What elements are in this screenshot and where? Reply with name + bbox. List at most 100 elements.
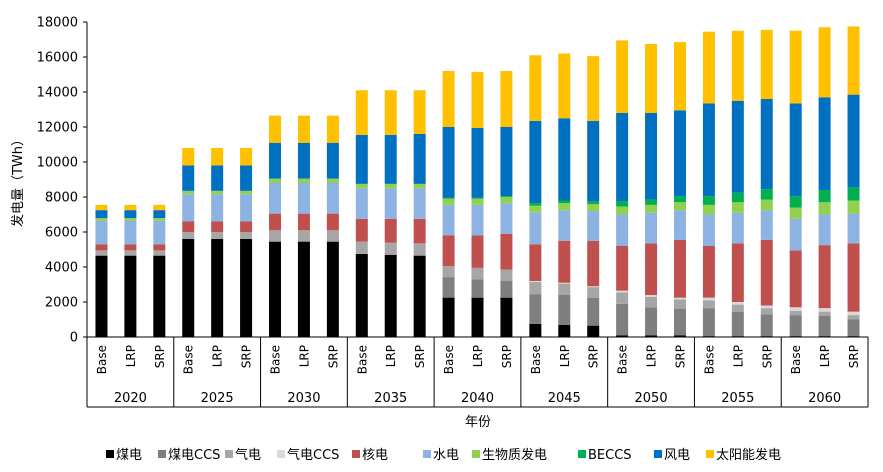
bar-segment (818, 308, 831, 312)
bar-segment (297, 241, 310, 338)
bar-segment (702, 214, 715, 246)
legend-label: 气电 (235, 447, 261, 463)
legend-label: 水电 (433, 448, 459, 463)
bar-segment (558, 283, 571, 296)
x-scenario-label: LRP (384, 345, 398, 367)
bar-segment (673, 309, 686, 336)
bar-segment (471, 71, 484, 128)
bar-segment (384, 254, 397, 337)
x-scenario-label: Base (355, 345, 369, 374)
bar-segment (326, 241, 339, 338)
bar-segment (818, 311, 831, 317)
bar-segment (211, 148, 224, 166)
bar-segment (240, 232, 253, 239)
bar-segment (818, 202, 831, 215)
bar-segment (818, 316, 831, 337)
bar-segment (442, 198, 455, 205)
bar-segment (529, 281, 542, 282)
legend-swatch (423, 450, 431, 458)
bar-segment (471, 127, 484, 198)
bar-segment (153, 220, 166, 245)
y-tick-label: 18000 (37, 16, 78, 31)
x-scenario-label: Base (95, 345, 109, 374)
bar-segment (529, 203, 542, 206)
y-tick-label: 8000 (45, 191, 78, 206)
x-scenario-label: Base (182, 345, 196, 374)
bar-segment (124, 250, 137, 256)
bar-segment (182, 232, 195, 239)
bar-segment (789, 196, 802, 208)
legend-swatch (352, 450, 360, 458)
bar-segment (124, 204, 137, 211)
bar-segment (500, 233, 513, 270)
bar-segment (153, 244, 166, 251)
legend-swatch (225, 450, 233, 458)
x-scenario-label: SRP (413, 345, 427, 368)
x-scenario-label: Base (269, 345, 283, 374)
bar-segment (124, 218, 137, 221)
bar-segment (182, 194, 195, 222)
bar-segment (471, 279, 484, 298)
x-scenario-label: SRP (760, 345, 774, 368)
bar-segment (587, 297, 600, 326)
bar-segment (529, 281, 542, 295)
bar-segment (731, 243, 744, 303)
bar-segment (673, 299, 686, 310)
bar-segment (297, 213, 310, 231)
bar-segment (731, 30, 744, 101)
bar-segment (558, 53, 571, 119)
bar-segment (326, 230, 339, 242)
bar-segment (211, 232, 224, 239)
bar-segment (760, 305, 773, 309)
bar-segment (240, 239, 253, 337)
bar-segment (616, 335, 629, 337)
bar-segment (442, 127, 455, 198)
bar-segment (269, 213, 282, 231)
y-tick-label: 2000 (45, 296, 78, 311)
bar-segment (355, 90, 368, 135)
bar-segment (558, 324, 571, 337)
bar-segment (384, 218, 397, 243)
bar-segment (211, 194, 224, 222)
bar-segment (269, 142, 282, 179)
bar-segment (645, 204, 658, 213)
bar-segment (95, 204, 108, 211)
x-year-label: 2060 (808, 391, 841, 406)
bar-segment (269, 230, 282, 242)
bar-segment (587, 120, 600, 202)
bar-segment (500, 197, 513, 204)
bar-segment (616, 290, 629, 293)
bar-segment (731, 302, 744, 305)
bar-segment (153, 250, 166, 256)
bar-segment (645, 212, 658, 244)
bar-segment (760, 189, 773, 200)
bar-segment (211, 239, 224, 337)
bar-segment (355, 218, 368, 242)
legend-label: 核电 (362, 448, 388, 463)
bar-segment (413, 255, 426, 338)
bar-segment (558, 282, 571, 284)
legend-swatch (277, 450, 285, 458)
bar-segment (211, 190, 224, 195)
bar-segment (529, 120, 542, 204)
bar-segment (789, 310, 802, 316)
x-year-label: 2045 (548, 391, 581, 406)
bar-segment (500, 71, 513, 127)
x-scenario-label: Base (616, 345, 630, 374)
bar-segment (558, 118, 571, 201)
bar-segment (95, 244, 108, 251)
bar-segment (616, 113, 629, 202)
bar-segment (240, 190, 253, 195)
x-year-label: 2040 (461, 391, 494, 406)
x-year-label: 2025 (201, 391, 234, 406)
bar-segment (818, 97, 831, 190)
bar-segment (326, 213, 339, 231)
x-scenario-label: Base (442, 345, 456, 374)
bar-segment (616, 292, 629, 304)
legend-swatch (158, 450, 166, 458)
bar-segment (847, 319, 860, 337)
bar-segment (529, 205, 542, 213)
bar-segment (355, 188, 368, 219)
bar-segment (269, 115, 282, 143)
bar-segment (616, 201, 629, 207)
